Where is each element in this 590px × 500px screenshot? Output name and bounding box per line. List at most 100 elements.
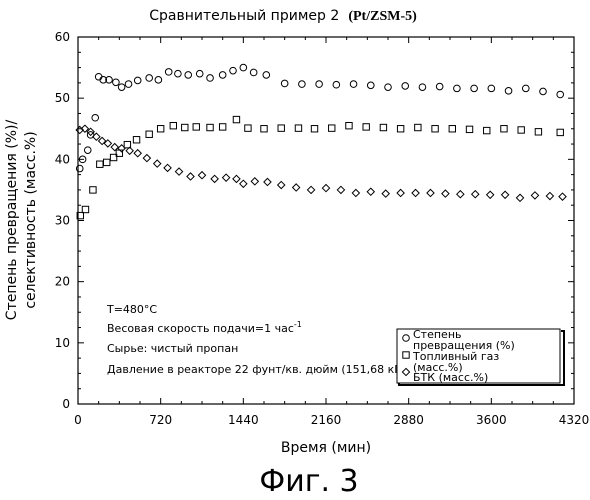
data-point-square xyxy=(219,124,225,130)
data-point-circle xyxy=(250,69,257,76)
data-point-diamond xyxy=(412,189,419,196)
y-axis-label-line2: селективность (масс.%) xyxy=(23,131,39,308)
x-tick-label: 0 xyxy=(74,413,82,427)
data-point-circle xyxy=(165,69,172,76)
data-point-circle xyxy=(175,70,182,77)
y-tick-label: 40 xyxy=(55,152,70,166)
annotation-whsv: Весовая скорость подачи=1 час-1 xyxy=(107,320,302,335)
data-point-diamond xyxy=(442,190,449,197)
chart-title-formula: (Pt/ZSM-5) xyxy=(348,9,417,24)
data-point-square xyxy=(432,126,438,132)
data-point-diamond xyxy=(154,160,161,167)
data-point-circle xyxy=(134,77,141,84)
data-points xyxy=(76,64,566,219)
data-point-diamond xyxy=(559,193,566,200)
data-point-square xyxy=(466,126,472,132)
data-point-square xyxy=(329,125,335,131)
y-axis-label-line1: Степень превращения (%)/ xyxy=(4,120,20,321)
data-point-diamond xyxy=(251,178,258,185)
data-point-square xyxy=(380,124,386,130)
data-point-circle xyxy=(488,85,495,92)
x-tick-label: 3600 xyxy=(476,413,507,427)
data-point-square xyxy=(182,124,188,130)
data-point-diamond xyxy=(531,192,538,199)
data-point-circle xyxy=(92,114,99,121)
data-point-circle xyxy=(185,72,192,79)
data-point-diamond xyxy=(198,172,205,179)
data-point-square xyxy=(346,122,352,128)
data-point-square xyxy=(133,137,139,143)
x-tick-label: 4320 xyxy=(559,413,590,427)
data-point-square xyxy=(146,131,152,137)
data-point-circle xyxy=(125,81,132,88)
data-point-square xyxy=(484,127,490,133)
data-point-diamond xyxy=(134,150,141,157)
data-point-diamond xyxy=(502,191,509,198)
data-point-circle xyxy=(230,67,237,74)
figure-caption: Фиг. 3 xyxy=(259,464,358,499)
data-point-diamond xyxy=(143,155,150,162)
data-point-square xyxy=(449,126,455,132)
data-point-diamond xyxy=(352,189,359,196)
data-point-square xyxy=(90,187,96,193)
data-point-square xyxy=(397,126,403,132)
data-point-diamond xyxy=(223,174,230,181)
y-tick-label: 60 xyxy=(55,30,70,44)
data-point-diamond xyxy=(472,191,479,198)
data-point-circle xyxy=(350,81,357,88)
x-tick-label: 2880 xyxy=(393,413,424,427)
data-point-circle xyxy=(219,72,226,79)
data-point-square xyxy=(557,129,563,135)
data-point-circle xyxy=(402,83,409,90)
data-point-circle xyxy=(299,81,306,88)
data-point-square xyxy=(535,129,541,135)
y-tick-label: 20 xyxy=(55,275,70,289)
y-tick-label: 50 xyxy=(55,91,70,105)
data-point-circle xyxy=(263,72,270,79)
data-point-circle xyxy=(196,70,203,77)
data-point-square xyxy=(278,125,284,131)
x-tick-label: 1440 xyxy=(228,413,259,427)
data-point-circle xyxy=(367,82,374,89)
data-point-diamond xyxy=(293,184,300,191)
data-point-circle xyxy=(471,85,478,92)
data-point-square xyxy=(104,159,110,165)
x-axis-label: Время (мин) xyxy=(281,440,371,456)
data-point-circle xyxy=(240,64,247,71)
x-tick-label: 720 xyxy=(149,413,172,427)
data-point-square xyxy=(363,124,369,130)
annotation-feed: Сырье: чистый пропан xyxy=(107,342,238,355)
chart-title-main: Сравнительный пример 2 xyxy=(149,8,339,24)
data-point-diamond xyxy=(233,175,240,182)
data-point-diamond xyxy=(164,164,171,171)
annotation-whsv-text: Весовая скорость подачи=1 час xyxy=(107,322,294,335)
data-point-diamond xyxy=(322,184,329,191)
data-point-circle xyxy=(419,84,426,91)
data-point-diamond xyxy=(487,191,494,198)
data-point-diamond xyxy=(307,186,314,193)
data-point-diamond xyxy=(240,180,247,187)
data-point-square xyxy=(518,127,524,133)
data-point-diamond xyxy=(264,178,271,185)
annotation-pressure: Давление в реакторе 22 фунт/кв. дюйм (15… xyxy=(107,363,414,376)
y-tick-label: 30 xyxy=(55,214,70,228)
data-point-square xyxy=(245,125,251,131)
data-point-circle xyxy=(281,80,288,87)
data-point-circle xyxy=(436,83,443,90)
data-point-circle xyxy=(454,85,461,92)
data-point-diamond xyxy=(175,168,182,175)
data-point-diamond xyxy=(211,175,218,182)
annotation-whsv-sup: -1 xyxy=(294,320,302,329)
data-point-circle xyxy=(540,88,547,95)
data-point-circle xyxy=(316,81,323,88)
data-point-circle xyxy=(333,81,340,88)
data-point-diamond xyxy=(457,191,464,198)
chart-title: Сравнительный пример 2 (Pt/ZSM-5) xyxy=(149,5,417,24)
data-point-circle xyxy=(146,75,153,82)
data-point-square xyxy=(207,124,213,130)
data-point-circle xyxy=(557,91,564,98)
data-point-circle xyxy=(118,84,125,91)
data-point-circle xyxy=(95,73,102,80)
data-point-circle xyxy=(84,147,91,154)
data-point-square xyxy=(233,116,239,122)
